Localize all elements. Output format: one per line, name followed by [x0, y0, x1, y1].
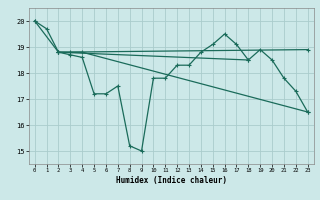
X-axis label: Humidex (Indice chaleur): Humidex (Indice chaleur): [116, 176, 227, 185]
